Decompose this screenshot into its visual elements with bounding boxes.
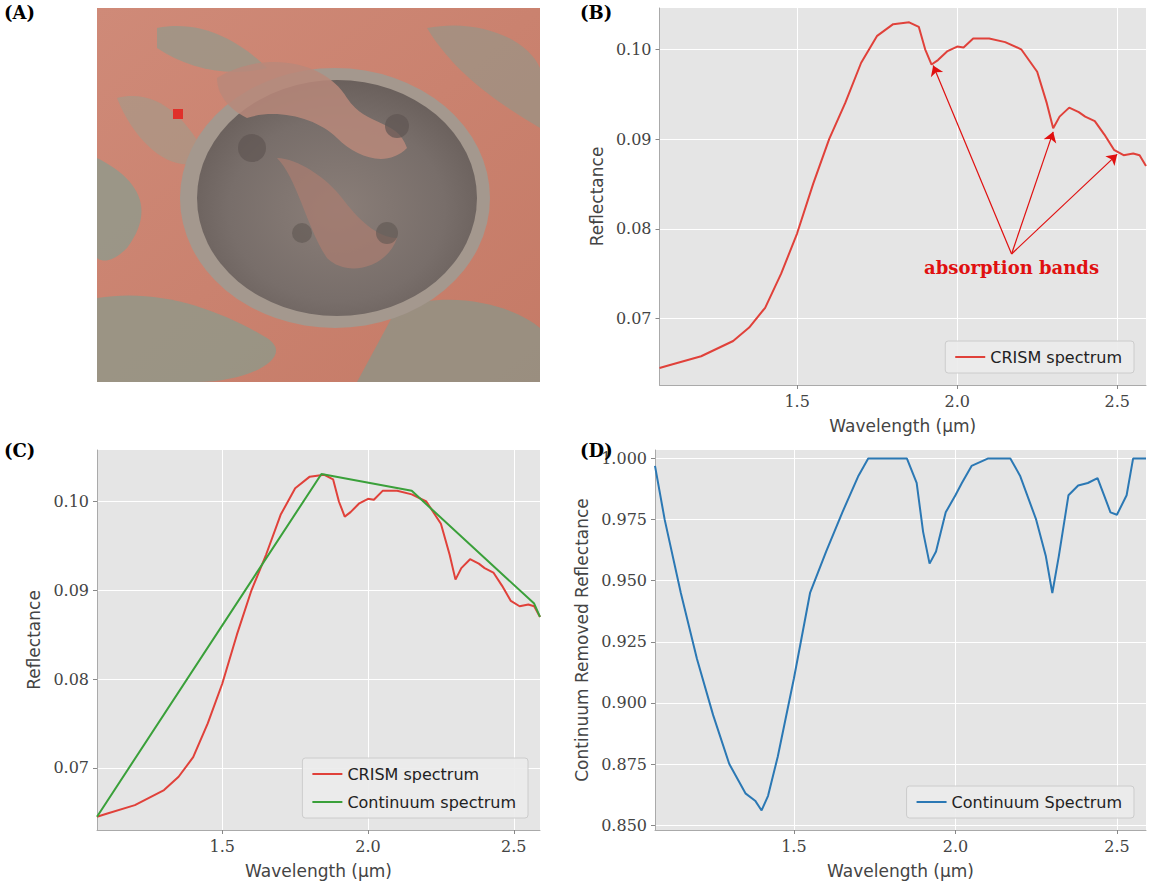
svg-text:1.5: 1.5 xyxy=(784,392,809,411)
svg-text:CRISM spectrum: CRISM spectrum xyxy=(990,348,1122,367)
html-text:(B): (B) xyxy=(580,2,613,23)
svg-text:Wavelength (μm): Wavelength (μm) xyxy=(827,861,974,881)
svg-text:Wavelength (μm): Wavelength (μm) xyxy=(829,416,976,436)
svg-text:0.08: 0.08 xyxy=(53,670,89,689)
svg-text:2.5: 2.5 xyxy=(1104,392,1129,411)
svg-text:Reflectance: Reflectance xyxy=(587,147,607,247)
svg-text:1.5: 1.5 xyxy=(781,837,806,856)
svg-text:Continuum Spectrum: Continuum Spectrum xyxy=(952,793,1122,812)
svg-text:1.5: 1.5 xyxy=(210,837,235,856)
svg-text:0.925: 0.925 xyxy=(601,632,647,651)
svg-text:CRISM spectrum: CRISM spectrum xyxy=(347,765,479,784)
svg-text:2.5: 2.5 xyxy=(1104,837,1129,856)
svg-text:Reflectance: Reflectance xyxy=(24,590,44,690)
svg-text:0.900: 0.900 xyxy=(601,693,647,712)
svg-text:0.950: 0.950 xyxy=(601,571,647,590)
svg-text:absorption bands: absorption bands xyxy=(924,257,1099,278)
svg-text:Continuum spectrum: Continuum spectrum xyxy=(347,793,516,812)
svg-text:Wavelength (μm): Wavelength (μm) xyxy=(245,861,392,881)
svg-text:1.000: 1.000 xyxy=(601,449,647,469)
svg-text:2.0: 2.0 xyxy=(355,837,380,856)
html-text:(C): (C) xyxy=(4,440,36,461)
svg-text:0.10: 0.10 xyxy=(53,492,89,511)
html-text:(A): (A) xyxy=(4,2,35,23)
svg-text:0.850: 0.850 xyxy=(601,816,647,835)
svg-text:0.08: 0.08 xyxy=(616,219,652,238)
svg-text:0.975: 0.975 xyxy=(601,510,647,529)
svg-text:0.07: 0.07 xyxy=(53,758,89,777)
svg-text:0.10: 0.10 xyxy=(616,40,652,59)
svg-text:0.07: 0.07 xyxy=(616,309,652,328)
svg-text:0.09: 0.09 xyxy=(53,581,89,600)
svg-text:2.0: 2.0 xyxy=(944,392,969,411)
svg-text:0.09: 0.09 xyxy=(616,130,652,149)
svg-text:0.875: 0.875 xyxy=(601,755,647,774)
svg-text:2.5: 2.5 xyxy=(501,837,526,856)
svg-text:Continuum Removed Reflectance: Continuum Removed Reflectance xyxy=(572,498,592,782)
html-text:(D): (D) xyxy=(580,440,613,461)
svg-text:2.0: 2.0 xyxy=(943,837,968,856)
